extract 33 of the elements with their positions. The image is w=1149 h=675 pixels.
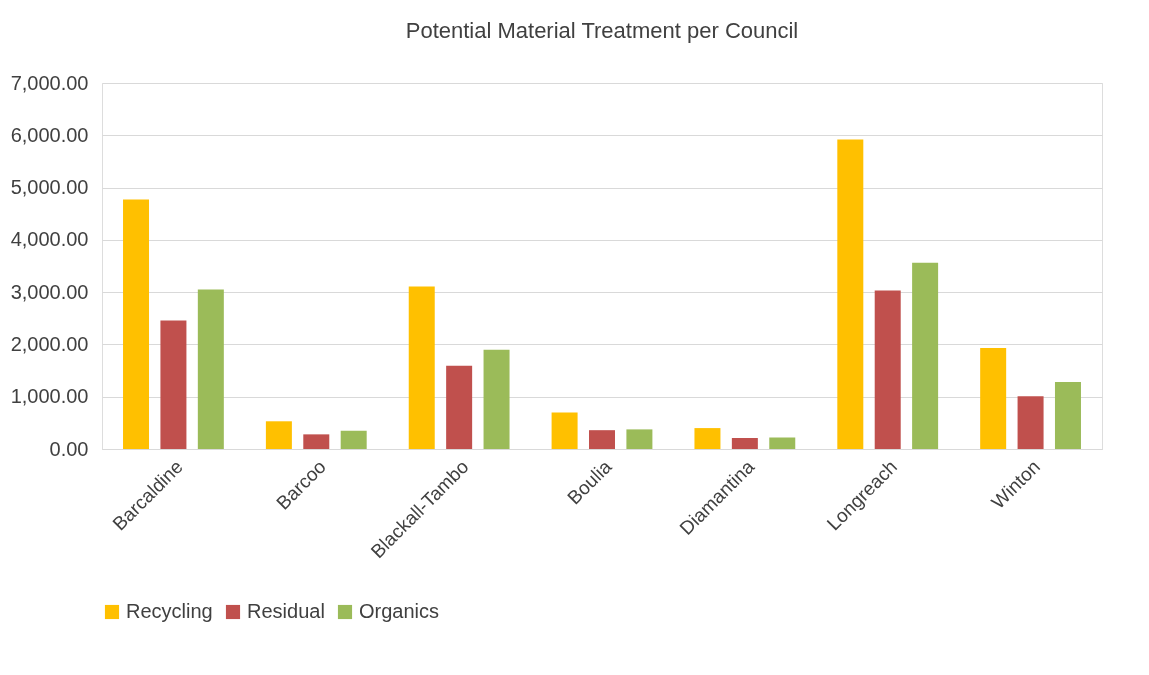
bar (303, 434, 330, 449)
bar (446, 365, 473, 449)
bar (626, 429, 653, 449)
bar (837, 139, 864, 449)
y-tick-label: 5,000.00 (10, 176, 89, 199)
bar (589, 430, 615, 449)
bar (265, 421, 292, 449)
legend-label: Organics (359, 600, 440, 622)
y-tick-label: 4,000.00 (10, 228, 89, 251)
bar (874, 290, 901, 449)
bar (731, 438, 758, 449)
legend-label: Recycling (126, 600, 213, 622)
bar (551, 412, 578, 449)
bar (160, 320, 187, 449)
bar (408, 286, 435, 449)
y-tick-label: 1,000.00 (10, 385, 89, 408)
y-tick-label: 3,000.00 (10, 280, 89, 303)
bar (340, 430, 367, 449)
legend-label: Residual (247, 600, 325, 622)
bar (123, 199, 150, 449)
y-tick-label: 7,000.00 (10, 71, 89, 94)
bar (694, 428, 721, 449)
y-tick-label: 2,000.00 (10, 332, 89, 355)
bar (1017, 396, 1044, 449)
bar (1054, 382, 1081, 449)
bar (483, 349, 510, 449)
y-tick-label: 0.00 (49, 437, 89, 460)
bar (197, 289, 224, 449)
bar (980, 348, 1007, 449)
chart-title: Potential Material Treatment per Council (405, 18, 799, 43)
bar (912, 262, 939, 449)
y-tick-label: 6,000.00 (10, 123, 89, 146)
bar (769, 437, 796, 449)
